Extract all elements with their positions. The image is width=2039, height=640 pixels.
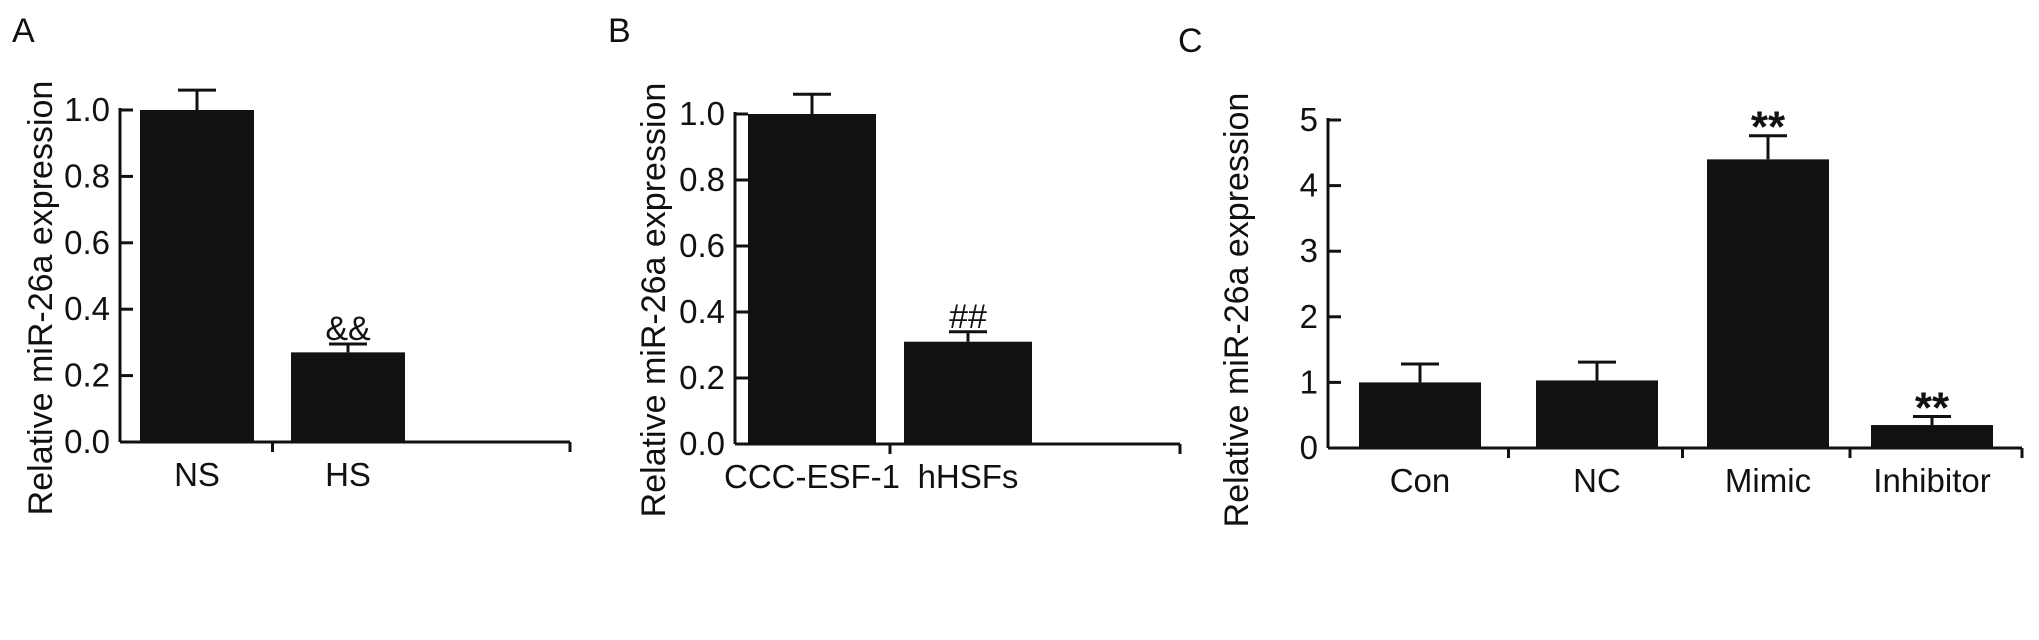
panel-a-y-tick-label: 0.4 [64,290,110,327]
panel-c-bar-inhibitor [1871,425,1993,448]
panel-b-y-tick-label: 0.4 [679,293,725,330]
panel-c-bar-con [1359,382,1481,448]
panel-a-y-tick-label: 0.6 [64,224,110,261]
panel-c-category-label: NC [1573,462,1621,499]
panel-b-category-label: hHSFs [918,458,1019,495]
panel-c-y-tick-label: 5 [1300,101,1318,138]
panel-a-y-tick-label: 0.0 [64,423,110,460]
panel-a-letter: A [12,12,35,50]
panel-a-bar-ns [140,110,254,442]
panel-b-category-label: CCC-ESF-1 [724,458,900,495]
panel-a-category-label: NS [174,456,220,493]
panel-b-y-tick-label: 0.0 [679,425,725,462]
panel-b-y-tick-label: 0.2 [679,359,725,396]
panel-a-category-label: HS [325,456,371,493]
panel-a-significance-mark: && [325,310,371,348]
panel-a-y-tick-label: 1.0 [64,91,110,128]
panel-c-category-label: Mimic [1725,462,1811,499]
panel-a-y-axis-label: Relative miR-26a expression [22,81,60,516]
panel-a-y-tick-label: 0.2 [64,357,110,394]
panel-c-y-axis-label: Relative miR-26a expression [1218,93,1256,528]
panel-c: C Relative miR-26a expression 0 1 2 3 4 5 Con N… [1178,22,2024,528]
panel-b: B Relative miR-26a expression 0.0 0.2 0.4 0… [608,12,1182,518]
panel-c-bar-nc [1536,380,1658,448]
panel-c-bar-mimic [1707,159,1829,449]
panel-b-significance-mark: ## [949,298,987,336]
panel-b-y-axis-label: Relative miR-26a expression [635,83,673,518]
panel-c-y-tick-label: 3 [1300,232,1318,269]
panel-b-bar-hhsfs [904,341,1032,444]
panel-b-bar-ccc-esf-1 [748,114,876,444]
panel-c-y-tick-label: 1 [1300,363,1318,400]
panel-a: A Relative miR-26a expression 0.0 0.2 0.4 0… [12,12,572,516]
panel-c-y-tick-label: 2 [1300,298,1318,335]
panel-c-y-tick-label: 0 [1300,429,1318,466]
panel-b-y-tick-label: 1.0 [679,95,725,132]
panel-c-significance-mark: ** [1915,384,1950,433]
panel-b-y-tick-label: 0.8 [679,161,725,198]
panel-a-y-tick-label: 0.8 [64,157,110,194]
panel-b-letter: B [608,12,631,50]
panel-a-bar-hs [291,352,405,442]
panel-c-significance-mark: ** [1751,103,1786,152]
panel-c-y-tick-label: 4 [1300,167,1318,204]
panel-c-category-label: Inhibitor [1873,462,1990,499]
panel-b-y-tick-label: 0.6 [679,227,725,264]
panel-c-letter: C [1178,22,1203,60]
panel-c-category-label: Con [1390,462,1451,499]
